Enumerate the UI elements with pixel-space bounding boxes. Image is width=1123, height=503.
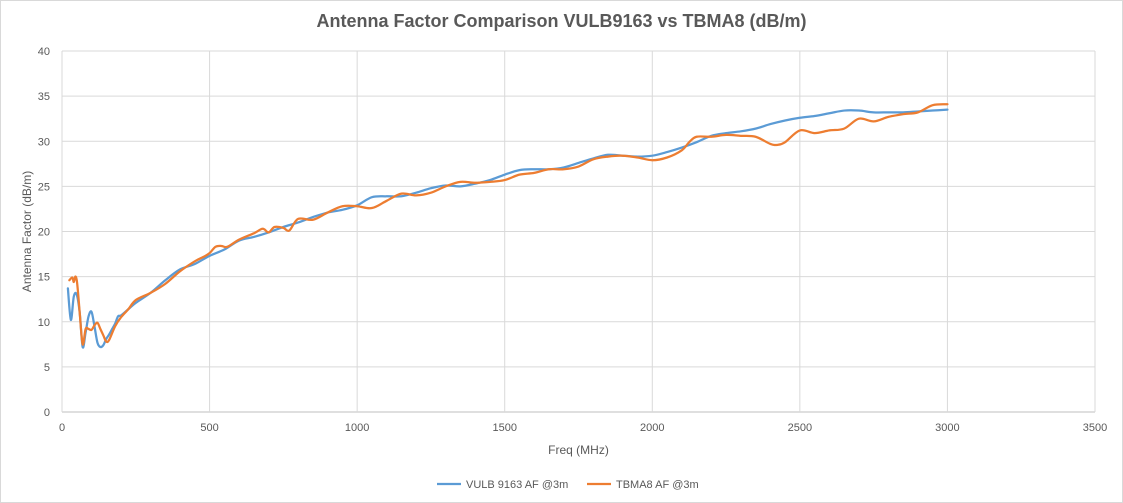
y-tick-label: 15	[38, 272, 50, 284]
chart-title: Antenna Factor Comparison VULB9163 vs TB…	[316, 11, 807, 31]
series-line-2	[68, 103, 949, 346]
series-lines	[66, 103, 949, 349]
x-axis-title: Freq (MHz)	[548, 443, 609, 457]
legend-label: TBMA8 AF @3m	[616, 479, 699, 491]
x-tick-label: 1000	[345, 422, 369, 434]
y-axis-title: Antenna Factor (dB/m)	[20, 171, 34, 292]
legend-label: VULB 9163 AF @3m	[466, 479, 568, 491]
x-tick-label: 500	[200, 422, 218, 434]
y-tick-label: 10	[38, 317, 50, 329]
x-tick-label: 2500	[788, 422, 812, 434]
legend: VULB 9163 AF @3m TBMA8 AF @3m	[437, 479, 699, 491]
x-tick-label: 0	[59, 422, 65, 434]
x-tick-label: 1500	[492, 422, 516, 434]
y-tick-label: 0	[44, 407, 50, 419]
x-tick-label: 2000	[640, 422, 664, 434]
grid-lines	[61, 50, 1096, 413]
x-tick-label: 3000	[935, 422, 959, 434]
series-line-1	[66, 108, 949, 349]
y-tick-label: 25	[38, 181, 50, 193]
y-tick-label: 40	[38, 46, 50, 58]
axes: 0 5 10 15 20 25 30 35 40 0 500 1000 1500 2000 2500 3000…	[38, 46, 1107, 434]
x-tick-label: 3500	[1083, 422, 1107, 434]
y-tick-label: 20	[38, 227, 50, 239]
y-tick-label: 35	[38, 91, 50, 103]
y-tick-label: 5	[44, 362, 50, 374]
y-tick-label: 30	[38, 136, 50, 148]
